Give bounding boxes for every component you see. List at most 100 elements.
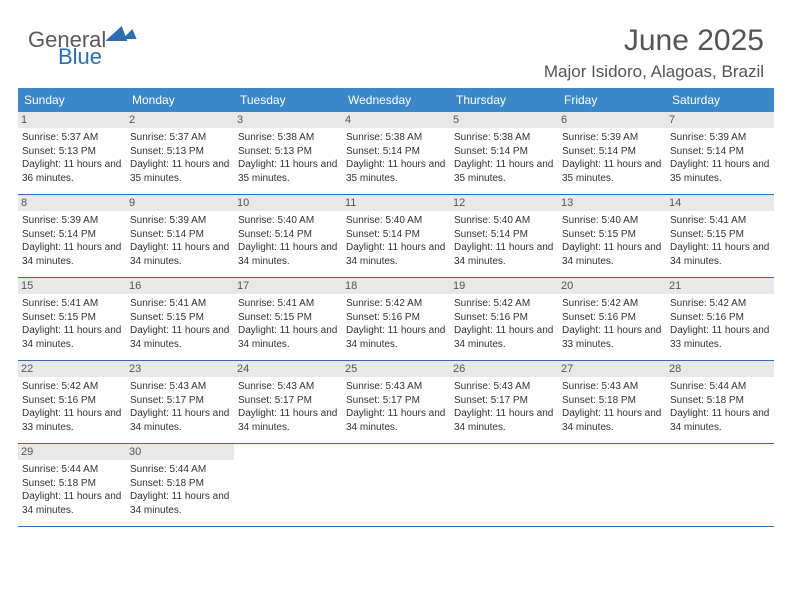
calendar-day-empty xyxy=(666,444,774,526)
day-number: 27 xyxy=(558,361,666,377)
day-number: 14 xyxy=(666,195,774,211)
day-number: 15 xyxy=(18,278,126,294)
sunset-line: Sunset: 5:18 PM xyxy=(22,477,122,491)
calendar-day-cell: 5Sunrise: 5:38 AMSunset: 5:14 PMDaylight… xyxy=(450,112,558,194)
calendar: SundayMondayTuesdayWednesdayThursdayFrid… xyxy=(18,88,774,527)
calendar-header-tuesday: Tuesday xyxy=(234,88,342,112)
calendar-day-cell: 27Sunrise: 5:43 AMSunset: 5:18 PMDayligh… xyxy=(558,361,666,443)
day-number: 6 xyxy=(558,112,666,128)
calendar-day-empty xyxy=(342,444,450,526)
calendar-day-cell: 13Sunrise: 5:40 AMSunset: 5:15 PMDayligh… xyxy=(558,195,666,277)
calendar-day-cell: 26Sunrise: 5:43 AMSunset: 5:17 PMDayligh… xyxy=(450,361,558,443)
sunset-line: Sunset: 5:13 PM xyxy=(130,145,230,159)
calendar-day-cell: 12Sunrise: 5:40 AMSunset: 5:14 PMDayligh… xyxy=(450,195,558,277)
day-number: 1 xyxy=(18,112,126,128)
calendar-day-cell: 10Sunrise: 5:40 AMSunset: 5:14 PMDayligh… xyxy=(234,195,342,277)
sunset-line: Sunset: 5:13 PM xyxy=(22,145,122,159)
sunset-line: Sunset: 5:15 PM xyxy=(238,311,338,325)
daylight-line: Daylight: 11 hours and 35 minutes. xyxy=(238,158,338,185)
calendar-day-cell: 9Sunrise: 5:39 AMSunset: 5:14 PMDaylight… xyxy=(126,195,234,277)
day-number: 13 xyxy=(558,195,666,211)
day-number: 12 xyxy=(450,195,558,211)
day-number: 10 xyxy=(234,195,342,211)
daylight-line: Daylight: 11 hours and 34 minutes. xyxy=(130,241,230,268)
day-number: 8 xyxy=(18,195,126,211)
sunset-line: Sunset: 5:14 PM xyxy=(22,228,122,242)
daylight-line: Daylight: 11 hours and 34 minutes. xyxy=(670,407,770,434)
sunrise-line: Sunrise: 5:37 AM xyxy=(130,131,230,145)
daylight-line: Daylight: 11 hours and 35 minutes. xyxy=(562,158,662,185)
calendar-day-cell: 7Sunrise: 5:39 AMSunset: 5:14 PMDaylight… xyxy=(666,112,774,194)
logo-text-blue: Blue xyxy=(58,44,102,70)
daylight-line: Daylight: 11 hours and 33 minutes. xyxy=(670,324,770,351)
sunset-line: Sunset: 5:18 PM xyxy=(562,394,662,408)
calendar-day-cell: 29Sunrise: 5:44 AMSunset: 5:18 PMDayligh… xyxy=(18,444,126,526)
sunrise-line: Sunrise: 5:42 AM xyxy=(22,380,122,394)
sunset-line: Sunset: 5:14 PM xyxy=(670,145,770,159)
sunset-line: Sunset: 5:14 PM xyxy=(562,145,662,159)
calendar-day-cell: 25Sunrise: 5:43 AMSunset: 5:17 PMDayligh… xyxy=(342,361,450,443)
sunset-line: Sunset: 5:13 PM xyxy=(238,145,338,159)
sunrise-line: Sunrise: 5:38 AM xyxy=(454,131,554,145)
day-number: 24 xyxy=(234,361,342,377)
sunset-line: Sunset: 5:15 PM xyxy=(130,311,230,325)
daylight-line: Daylight: 11 hours and 34 minutes. xyxy=(238,407,338,434)
sunrise-line: Sunrise: 5:43 AM xyxy=(562,380,662,394)
sunrise-line: Sunrise: 5:38 AM xyxy=(346,131,446,145)
daylight-line: Daylight: 11 hours and 34 minutes. xyxy=(238,324,338,351)
sunrise-line: Sunrise: 5:39 AM xyxy=(562,131,662,145)
daylight-line: Daylight: 11 hours and 34 minutes. xyxy=(346,241,446,268)
page-title: June 2025 xyxy=(624,24,764,58)
logo-line2: Blue xyxy=(28,44,102,70)
sunrise-line: Sunrise: 5:43 AM xyxy=(238,380,338,394)
calendar-day-cell: 24Sunrise: 5:43 AMSunset: 5:17 PMDayligh… xyxy=(234,361,342,443)
sunset-line: Sunset: 5:14 PM xyxy=(238,228,338,242)
daylight-line: Daylight: 11 hours and 35 minutes. xyxy=(130,158,230,185)
sunrise-line: Sunrise: 5:41 AM xyxy=(238,297,338,311)
sunrise-line: Sunrise: 5:42 AM xyxy=(346,297,446,311)
day-number: 30 xyxy=(126,444,234,460)
calendar-header-friday: Friday xyxy=(558,88,666,112)
sunrise-line: Sunrise: 5:41 AM xyxy=(670,214,770,228)
daylight-line: Daylight: 11 hours and 34 minutes. xyxy=(130,407,230,434)
sunrise-line: Sunrise: 5:43 AM xyxy=(454,380,554,394)
calendar-header-thursday: Thursday xyxy=(450,88,558,112)
calendar-header-monday: Monday xyxy=(126,88,234,112)
sunrise-line: Sunrise: 5:40 AM xyxy=(346,214,446,228)
day-number: 19 xyxy=(450,278,558,294)
calendar-week-row: 22Sunrise: 5:42 AMSunset: 5:16 PMDayligh… xyxy=(18,361,774,444)
sunrise-line: Sunrise: 5:40 AM xyxy=(562,214,662,228)
daylight-line: Daylight: 11 hours and 34 minutes. xyxy=(454,407,554,434)
day-number: 7 xyxy=(666,112,774,128)
day-number: 26 xyxy=(450,361,558,377)
sunrise-line: Sunrise: 5:43 AM xyxy=(130,380,230,394)
sunset-line: Sunset: 5:14 PM xyxy=(454,228,554,242)
calendar-day-cell: 11Sunrise: 5:40 AMSunset: 5:14 PMDayligh… xyxy=(342,195,450,277)
sunset-line: Sunset: 5:15 PM xyxy=(670,228,770,242)
daylight-line: Daylight: 11 hours and 36 minutes. xyxy=(22,158,122,185)
calendar-day-cell: 18Sunrise: 5:42 AMSunset: 5:16 PMDayligh… xyxy=(342,278,450,360)
calendar-day-cell: 19Sunrise: 5:42 AMSunset: 5:16 PMDayligh… xyxy=(450,278,558,360)
calendar-day-cell: 14Sunrise: 5:41 AMSunset: 5:15 PMDayligh… xyxy=(666,195,774,277)
daylight-line: Daylight: 11 hours and 34 minutes. xyxy=(454,324,554,351)
sunset-line: Sunset: 5:17 PM xyxy=(346,394,446,408)
sunrise-line: Sunrise: 5:40 AM xyxy=(454,214,554,228)
calendar-day-cell: 21Sunrise: 5:42 AMSunset: 5:16 PMDayligh… xyxy=(666,278,774,360)
daylight-line: Daylight: 11 hours and 34 minutes. xyxy=(22,324,122,351)
daylight-line: Daylight: 11 hours and 35 minutes. xyxy=(670,158,770,185)
daylight-line: Daylight: 11 hours and 33 minutes. xyxy=(562,324,662,351)
day-number: 9 xyxy=(126,195,234,211)
day-number: 4 xyxy=(342,112,450,128)
daylight-line: Daylight: 11 hours and 34 minutes. xyxy=(238,241,338,268)
day-number: 29 xyxy=(18,444,126,460)
sunset-line: Sunset: 5:18 PM xyxy=(670,394,770,408)
day-number: 3 xyxy=(234,112,342,128)
sunrise-line: Sunrise: 5:38 AM xyxy=(238,131,338,145)
calendar-day-cell: 16Sunrise: 5:41 AMSunset: 5:15 PMDayligh… xyxy=(126,278,234,360)
daylight-line: Daylight: 11 hours and 34 minutes. xyxy=(346,407,446,434)
sunset-line: Sunset: 5:14 PM xyxy=(346,228,446,242)
calendar-day-cell: 3 Sunrise: 5:38 AMSunset: 5:13 PMDaylight… xyxy=(234,112,342,194)
sunset-line: Sunset: 5:16 PM xyxy=(22,394,122,408)
calendar-week-row: 1Sunrise: 5:37 AMSunset: 5:13 PMDaylight… xyxy=(18,112,774,195)
calendar-day-cell: 28Sunrise: 5:44 AMSunset: 5:18 PMDayligh… xyxy=(666,361,774,443)
